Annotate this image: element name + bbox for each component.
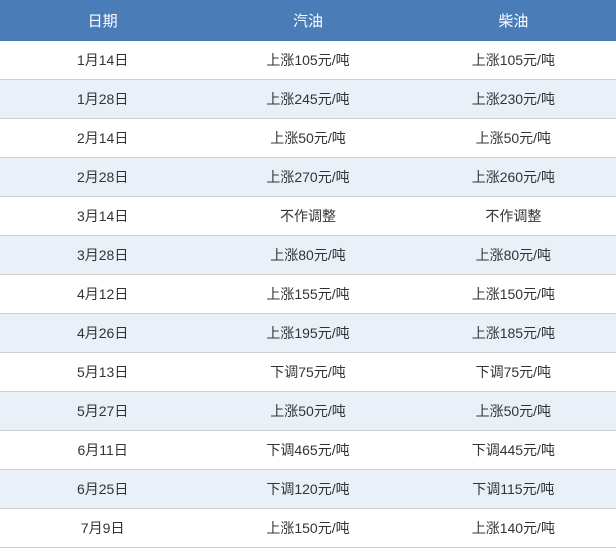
cell-gasoline: 上涨150元/吨 [205,509,410,548]
cell-gasoline: 上涨105元/吨 [205,41,410,80]
table-row: 1月28日上涨245元/吨上涨230元/吨 [0,80,616,119]
table-header-row: 日期 汽油 柴油 [0,0,616,41]
cell-date: 2月14日 [0,119,205,158]
cell-gasoline: 上涨270元/吨 [205,158,410,197]
table-body: 1月14日上涨105元/吨上涨105元/吨1月28日上涨245元/吨上涨230元… [0,41,616,548]
col-header-diesel: 柴油 [411,0,616,41]
cell-diesel: 上涨185元/吨 [411,314,616,353]
table-row: 2月28日上涨270元/吨上涨260元/吨 [0,158,616,197]
cell-diesel: 不作调整 [411,197,616,236]
cell-diesel: 上涨150元/吨 [411,275,616,314]
cell-date: 3月14日 [0,197,205,236]
table-row: 1月14日上涨105元/吨上涨105元/吨 [0,41,616,80]
cell-gasoline: 下调465元/吨 [205,431,410,470]
cell-diesel: 上涨50元/吨 [411,119,616,158]
cell-diesel: 上涨80元/吨 [411,236,616,275]
table-row: 6月11日下调465元/吨下调445元/吨 [0,431,616,470]
table-row: 3月14日不作调整不作调整 [0,197,616,236]
cell-diesel: 下调445元/吨 [411,431,616,470]
col-header-date: 日期 [0,0,205,41]
cell-date: 4月26日 [0,314,205,353]
table-row: 2月14日上涨50元/吨上涨50元/吨 [0,119,616,158]
cell-gasoline: 上涨50元/吨 [205,119,410,158]
cell-date: 3月28日 [0,236,205,275]
cell-gasoline: 上涨245元/吨 [205,80,410,119]
cell-diesel: 上涨105元/吨 [411,41,616,80]
cell-diesel: 下调115元/吨 [411,470,616,509]
cell-gasoline: 下调120元/吨 [205,470,410,509]
cell-diesel: 上涨140元/吨 [411,509,616,548]
cell-gasoline: 上涨155元/吨 [205,275,410,314]
cell-gasoline: 不作调整 [205,197,410,236]
cell-date: 2月28日 [0,158,205,197]
table-row: 3月28日上涨80元/吨上涨80元/吨 [0,236,616,275]
cell-gasoline: 下调75元/吨 [205,353,410,392]
cell-gasoline: 上涨50元/吨 [205,392,410,431]
table-row: 4月26日上涨195元/吨上涨185元/吨 [0,314,616,353]
cell-gasoline: 上涨195元/吨 [205,314,410,353]
cell-date: 6月25日 [0,470,205,509]
cell-diesel: 下调75元/吨 [411,353,616,392]
cell-gasoline: 上涨80元/吨 [205,236,410,275]
cell-date: 4月12日 [0,275,205,314]
cell-diesel: 上涨50元/吨 [411,392,616,431]
table-row: 6月25日下调120元/吨下调115元/吨 [0,470,616,509]
table-row: 5月27日上涨50元/吨上涨50元/吨 [0,392,616,431]
cell-date: 6月11日 [0,431,205,470]
price-table: 日期 汽油 柴油 1月14日上涨105元/吨上涨105元/吨1月28日上涨245… [0,0,616,548]
table-row: 7月9日上涨150元/吨上涨140元/吨 [0,509,616,548]
table-row: 4月12日上涨155元/吨上涨150元/吨 [0,275,616,314]
cell-date: 7月9日 [0,509,205,548]
table-row: 5月13日下调75元/吨下调75元/吨 [0,353,616,392]
cell-diesel: 上涨260元/吨 [411,158,616,197]
cell-date: 1月28日 [0,80,205,119]
cell-date: 5月27日 [0,392,205,431]
cell-diesel: 上涨230元/吨 [411,80,616,119]
cell-date: 1月14日 [0,41,205,80]
col-header-gasoline: 汽油 [205,0,410,41]
cell-date: 5月13日 [0,353,205,392]
